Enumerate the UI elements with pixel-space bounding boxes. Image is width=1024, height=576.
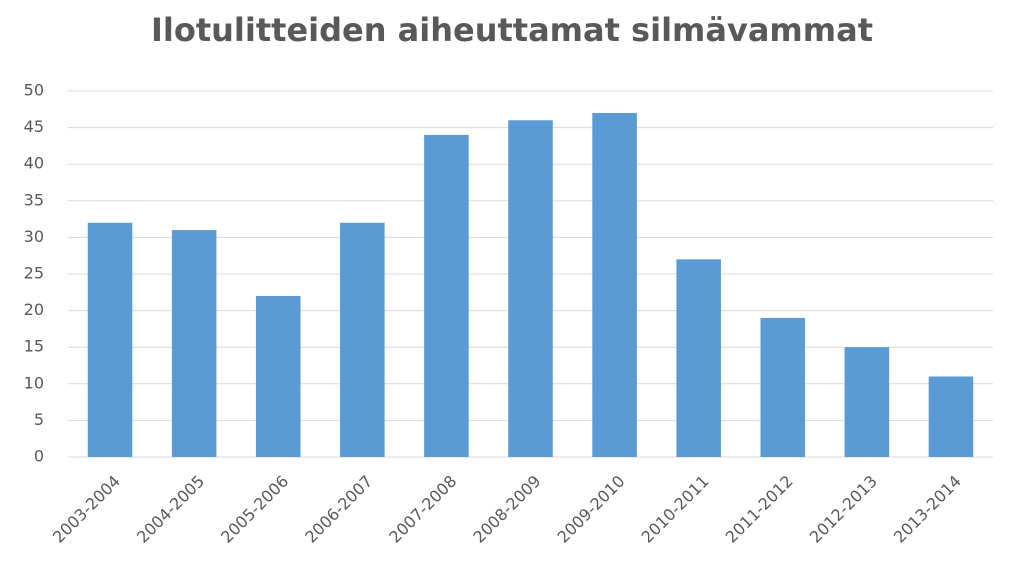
y-tick-label: 10 [24, 373, 44, 392]
bar [676, 259, 721, 457]
bar [87, 222, 133, 457]
bar [340, 222, 385, 457]
y-tick-label: 20 [24, 300, 44, 319]
y-tick-label: 5 [34, 410, 44, 429]
chart-title: Ilotulitteiden aiheuttamat silmävammat [151, 11, 873, 49]
x-tick-label: 2006-2007 [301, 472, 376, 547]
bar [508, 120, 553, 457]
x-tick-label: 2009-2010 [553, 472, 628, 547]
x-tick-label: 2011-2012 [722, 472, 797, 547]
y-tick-label: 40 [24, 154, 44, 173]
y-tick-label: 25 [24, 264, 44, 283]
bar [928, 376, 974, 457]
y-tick-label: 45 [24, 117, 44, 136]
x-tick-label: 2004-2005 [133, 472, 208, 547]
bar [760, 317, 806, 457]
bar [424, 134, 469, 458]
y-tick-label: 0 [34, 447, 44, 466]
bar [255, 295, 301, 457]
y-tick-label: 35 [24, 190, 44, 209]
x-tick-label: 2012-2013 [806, 472, 881, 547]
x-tick-label: 2013-2014 [890, 472, 965, 547]
y-tick-label: 30 [24, 227, 44, 246]
y-tick-label: 15 [24, 337, 44, 356]
x-tick-label: 2007-2008 [385, 472, 460, 547]
x-tick-label: 2008-2009 [469, 472, 544, 547]
x-tick-label: 2010-2011 [638, 472, 713, 547]
bar [592, 112, 637, 458]
x-tick-label: 2005-2006 [217, 472, 292, 547]
bar [171, 230, 217, 457]
x-tick-label: 2003-2004 [49, 472, 124, 547]
bar [844, 347, 890, 457]
y-tick-label: 50 [24, 81, 44, 100]
